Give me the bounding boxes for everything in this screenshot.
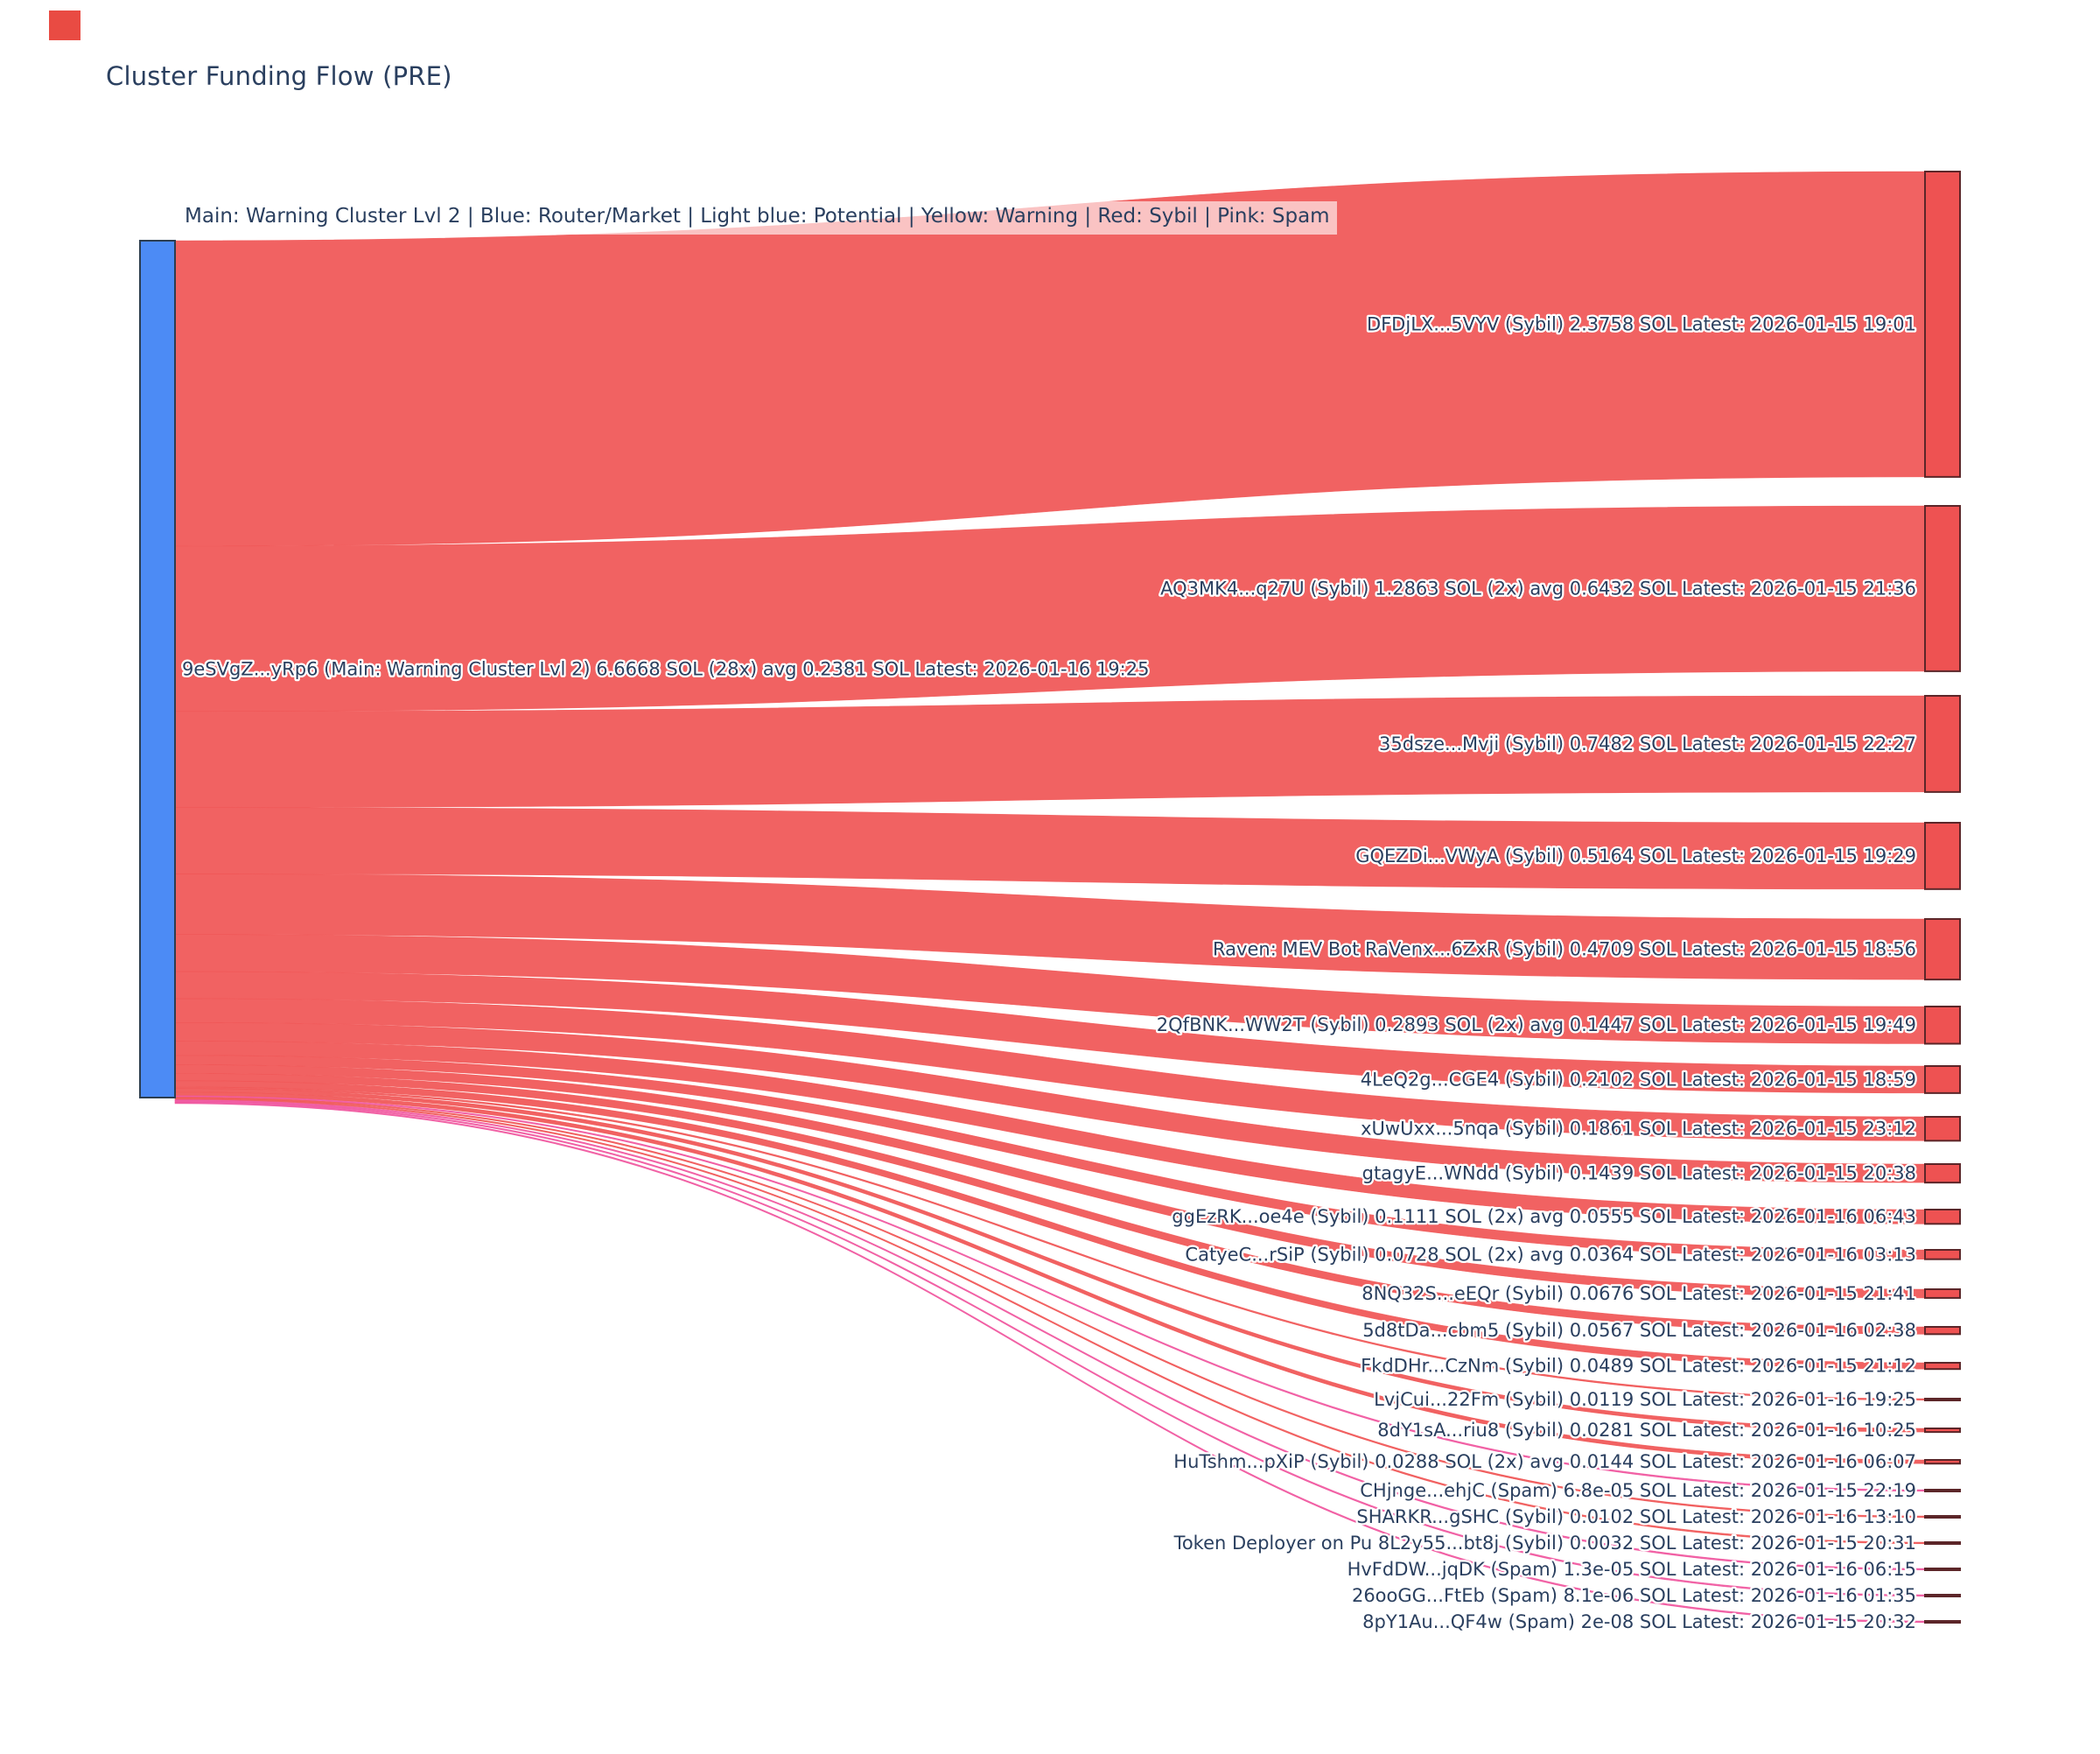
flow-node-target[interactable] (1924, 822, 1961, 890)
target-node-label: HvFdDW...jqDK (Spam) 1.3e-05 SOL Latest:… (1348, 1559, 1916, 1580)
nodes-layer (139, 171, 1961, 1624)
chart-title: Cluster Funding Flow (PRE) (106, 61, 452, 91)
flow-node-target[interactable] (1924, 171, 1961, 478)
flow-node-target[interactable] (1924, 1209, 1961, 1225)
target-node-label: Raven: MEV Bot RaVenx...6ZxR (Sybil) 0.4… (1213, 939, 1916, 960)
target-node-label: GQEZDi...VWyA (Sybil) 0.5164 SOL Latest:… (1355, 845, 1916, 866)
target-node-label: gtagyE...WNdd (Sybil) 0.1439 SOL Latest:… (1362, 1163, 1916, 1184)
flow-node-target[interactable] (1924, 1116, 1961, 1142)
legend-annotation: Main: Warning Cluster Lvl 2 | Blue: Rout… (178, 201, 1337, 235)
target-node-label: 8NQ32S...eEQr (Sybil) 0.0676 SOL Latest:… (1362, 1283, 1916, 1304)
flow-node-target[interactable] (1924, 1620, 1961, 1624)
flow-node-target[interactable] (1924, 1326, 1961, 1336)
flow-node-target[interactable] (1924, 1515, 1961, 1519)
flow-node-target[interactable] (1924, 1428, 1961, 1434)
flow-node-target[interactable] (1924, 1594, 1961, 1597)
target-node-label: 8pY1Au...QF4w (Spam) 2e-08 SOL Latest: 2… (1362, 1611, 1916, 1632)
flow-node-target[interactable] (1924, 1459, 1961, 1465)
source-node-label: 9eSVgZ...yRp6 (Main: Warning Cluster Lvl… (182, 659, 1149, 680)
target-node-label: AQ3MK4...q27U (Sybil) 1.2863 SOL (2x) av… (1160, 578, 1916, 599)
flow-node-target[interactable] (1924, 1398, 1961, 1401)
flow-node-target[interactable] (1924, 695, 1961, 793)
target-node-label: 5d8tDa...cbm5 (Sybil) 0.0567 SOL Latest:… (1362, 1320, 1916, 1341)
target-node-label: 35dsze...Mvji (Sybil) 0.7482 SOL Latest:… (1379, 733, 1916, 754)
flow-node-source[interactable] (139, 240, 176, 1098)
flow-node-target[interactable] (1924, 1288, 1961, 1299)
flow-node-target[interactable] (1924, 505, 1961, 672)
flow-node-target[interactable] (1924, 1163, 1961, 1184)
target-node-label: CatyeC...rSiP (Sybil) 0.0728 SOL (2x) av… (1185, 1244, 1916, 1265)
target-node-label: CHjnge...ehjC (Spam) 6.8e-05 SOL Latest:… (1360, 1480, 1916, 1501)
target-node-label: xUwUxx...5nqa (Sybil) 0.1861 SOL Latest:… (1361, 1119, 1916, 1140)
links-layer (174, 171, 1926, 1624)
target-node-label: DFDjLX...5VYV (Sybil) 2.3758 SOL Latest:… (1367, 313, 1916, 334)
target-node-label: 26ooGG...FtEb (Spam) 8.1e-06 SOL Latest:… (1352, 1585, 1916, 1606)
labels-layer: DFDjLX...5VYV (Sybil) 2.3758 SOL Latest:… (180, 312, 1919, 1634)
target-node-label: HuTshm...pXiP (Sybil) 0.0288 SOL (2x) av… (1173, 1451, 1916, 1472)
corner-red-mark (49, 11, 80, 40)
target-node-label: ggEzRK...oe4e (Sybil) 0.1111 SOL (2x) av… (1172, 1206, 1916, 1227)
target-node-label: 4LeQ2g...CGE4 (Sybil) 0.2102 SOL Latest:… (1361, 1069, 1916, 1090)
flow-node-target[interactable] (1924, 1489, 1961, 1492)
flow-node-target[interactable] (1924, 1065, 1961, 1094)
flow-node-target[interactable] (1924, 1541, 1961, 1545)
flow-node-target[interactable] (1924, 1568, 1961, 1571)
target-node-label: FkdDHr...CzNm (Sybil) 0.0489 SOL Latest:… (1361, 1356, 1916, 1377)
flow-node-target[interactable] (1924, 918, 1961, 981)
target-node-label: LvjCui...22Fm (Sybil) 0.0119 SOL Latest:… (1374, 1389, 1916, 1410)
flow-node-target[interactable] (1924, 1362, 1961, 1371)
flow-node-target[interactable] (1924, 1006, 1961, 1045)
target-node-label: 2QfBNK...WW2T (Sybil) 0.2893 SOL (2x) av… (1157, 1014, 1916, 1035)
flow-node-target[interactable] (1924, 1249, 1961, 1260)
target-node-label: Token Deployer on Pu 8L2y55...bt8j (Sybi… (1173, 1533, 1916, 1554)
target-node-label: 8dY1sA...riu8 (Sybil) 0.0281 SOL Latest:… (1377, 1420, 1916, 1441)
target-node-label: SHARKR...gSHC (Sybil) 0.0102 SOL Latest:… (1356, 1506, 1916, 1527)
